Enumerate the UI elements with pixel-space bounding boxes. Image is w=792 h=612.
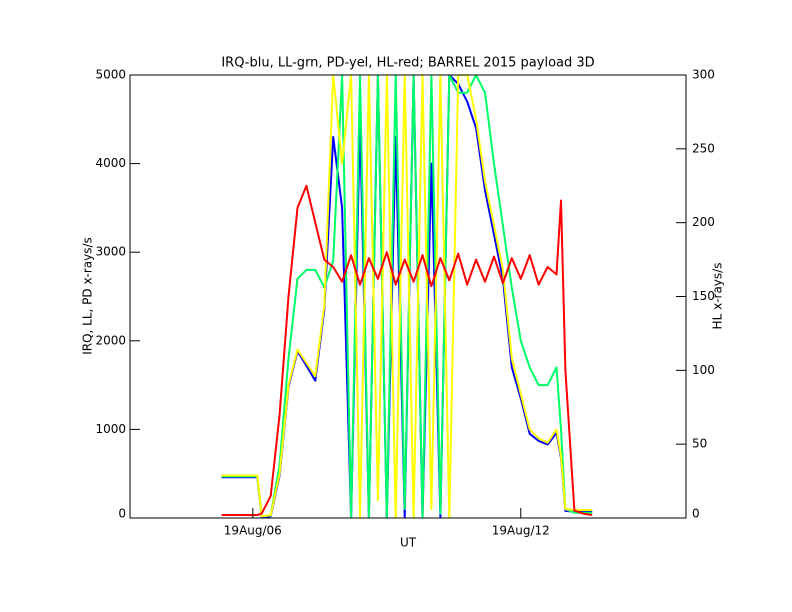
x-axis-label: UT <box>400 536 417 550</box>
y2-axis-label: HL x-rays/s <box>711 263 725 330</box>
x-tick-label: 19Aug/12 <box>492 524 550 538</box>
y2-tick-label: 300 <box>692 68 715 82</box>
y2-tick-label: 100 <box>692 363 715 377</box>
plot-area <box>221 75 593 518</box>
series-line <box>221 184 593 516</box>
y-tick-label: 2000 <box>95 333 126 347</box>
y-tick-label: 4000 <box>95 156 126 170</box>
y2-tick-label: 250 <box>692 141 715 155</box>
series-line <box>221 75 593 518</box>
y2-tick-label: 50 <box>692 437 707 451</box>
y2-tick-label: 0 <box>692 507 700 521</box>
y-tick-label: 5000 <box>95 68 126 82</box>
y2-tick-label: 150 <box>692 289 715 303</box>
y-tick-label: 0 <box>118 507 126 521</box>
y-axis-label: IRQ, LL, PD x-rays/s <box>81 237 95 355</box>
x-tick-label: 19Aug/06 <box>224 524 282 538</box>
y-tick-label: 3000 <box>95 245 126 259</box>
y2-tick-label: 200 <box>692 215 715 229</box>
chart-title: IRQ-blu, LL-grn, PD-yel, HL-red; BARREL … <box>221 56 594 71</box>
y-tick-label: 1000 <box>95 422 126 436</box>
